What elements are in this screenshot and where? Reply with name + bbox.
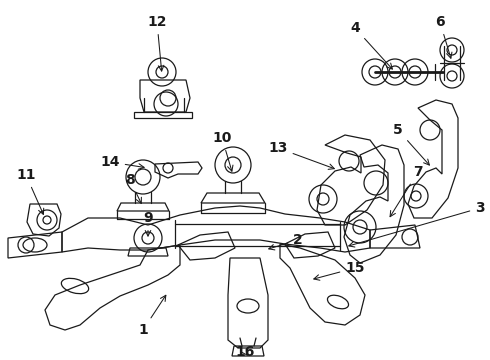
Text: 2: 2 xyxy=(269,233,303,250)
Text: 3: 3 xyxy=(349,201,485,247)
Text: 10: 10 xyxy=(212,131,233,171)
Text: 1: 1 xyxy=(138,295,166,337)
Text: 12: 12 xyxy=(147,15,167,71)
Text: 8: 8 xyxy=(125,173,142,203)
Text: 7: 7 xyxy=(390,165,423,217)
Text: 15: 15 xyxy=(314,261,365,280)
Text: 5: 5 xyxy=(393,123,429,165)
Text: 11: 11 xyxy=(16,168,44,215)
Text: 6: 6 xyxy=(435,15,452,58)
Text: 4: 4 xyxy=(350,21,392,69)
Text: 9: 9 xyxy=(143,211,153,236)
Text: 13: 13 xyxy=(269,141,334,169)
Text: 16: 16 xyxy=(235,345,255,359)
Text: 14: 14 xyxy=(100,155,144,169)
